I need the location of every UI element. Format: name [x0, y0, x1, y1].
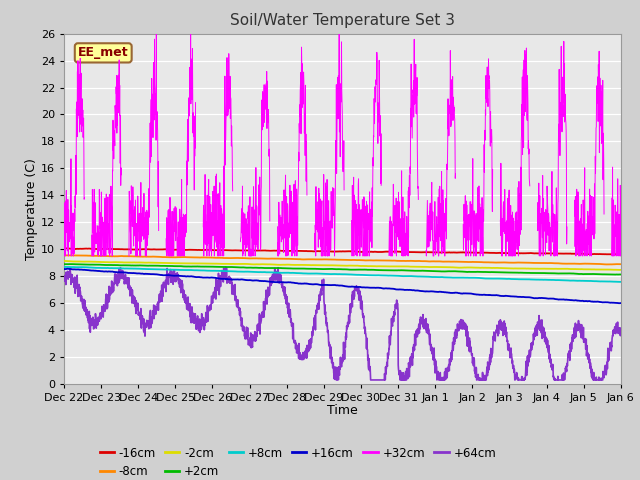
Y-axis label: Temperature (C): Temperature (C)	[25, 158, 38, 260]
Title: Soil/Water Temperature Set 3: Soil/Water Temperature Set 3	[230, 13, 455, 28]
Legend: -16cm, -8cm, -2cm, +2cm, +8cm, +16cm, +32cm, +64cm: -16cm, -8cm, -2cm, +2cm, +8cm, +16cm, +3…	[95, 442, 500, 480]
Text: EE_met: EE_met	[78, 47, 129, 60]
X-axis label: Time: Time	[327, 405, 358, 418]
